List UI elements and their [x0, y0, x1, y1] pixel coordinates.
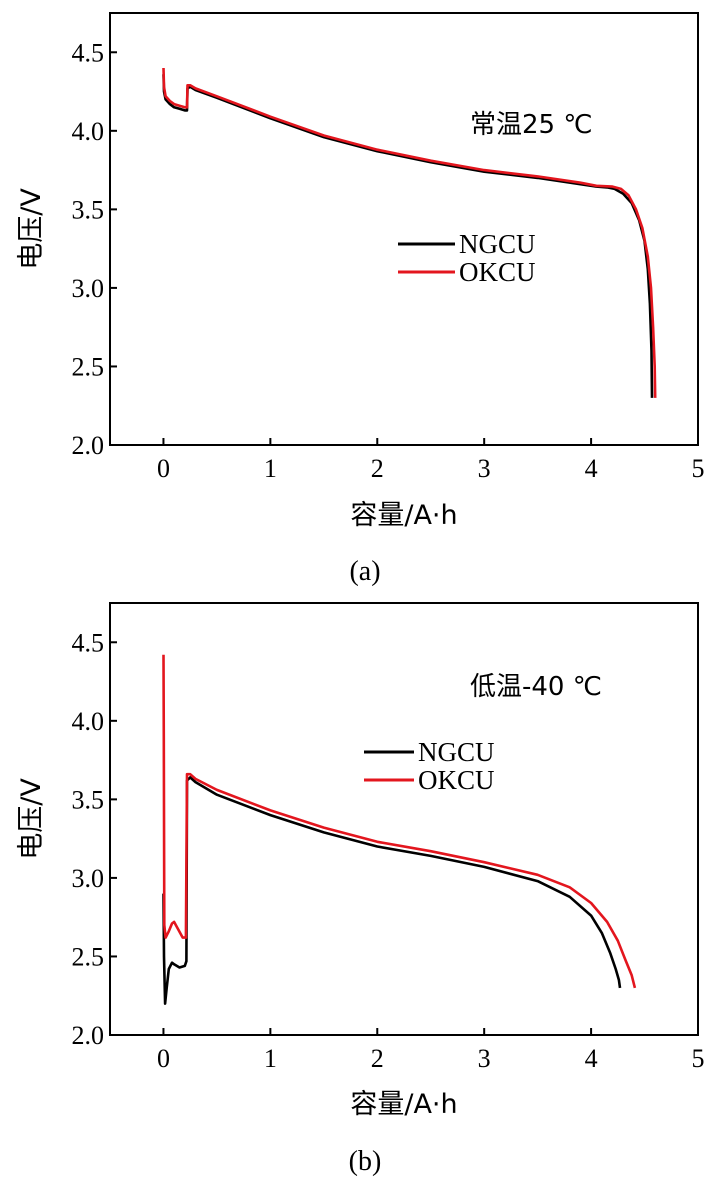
x-tick-label: 0 — [157, 1044, 170, 1073]
x-tick-label: 2 — [371, 1044, 384, 1073]
temperature-annotation: 低温-40 ℃ — [470, 672, 602, 702]
temperature-annotation: 常温25 ℃ — [470, 110, 593, 140]
chart-panel-b: 0 1 2 3 4 5 2.0 2.5 3.0 3.5 4.0 4.5 低温-40 ℃ NGCU OK… — [16, 602, 705, 1177]
panel-label-b: (b) — [349, 1146, 382, 1177]
plot-frame — [109, 602, 699, 1036]
y-tick-label: 4.0 — [72, 707, 105, 736]
y-tick-label: 2.0 — [72, 431, 105, 460]
x-tick-label: 1 — [264, 1044, 277, 1073]
x-tick-label: 4 — [585, 1044, 598, 1073]
legend-label-okcu: OKCU — [459, 257, 536, 287]
y-axis-label: 电压/V — [16, 778, 47, 860]
plot-frame — [109, 12, 699, 446]
y-tick-label: 2.5 — [72, 352, 105, 381]
series-line-okcu — [162, 654, 637, 989]
x-tick-label: 0 — [157, 454, 170, 483]
y-tick-label: 3.0 — [72, 274, 105, 303]
x-tick-label: 4 — [585, 454, 598, 483]
y-tick-label: 4.0 — [72, 117, 105, 146]
x-tick-label: 2 — [371, 454, 384, 483]
x-tick-label: 3 — [478, 454, 491, 483]
legend-label-ngcu: NGCU — [459, 229, 536, 259]
y-tick-label: 2.5 — [72, 942, 105, 971]
x-tick-label: 5 — [692, 1044, 705, 1073]
x-axis-label: 容量/A·h — [350, 1089, 457, 1120]
y-tick-label: 3.5 — [72, 785, 105, 814]
y-tick-label: 4.5 — [72, 628, 105, 657]
y-tick-label: 4.5 — [72, 38, 105, 67]
y-tick-label: 2.0 — [72, 1021, 105, 1050]
series-line-okcu — [162, 67, 657, 398]
y-tick-label: 3.0 — [72, 864, 105, 893]
y-tick-label: 3.5 — [72, 195, 105, 224]
legend-label-okcu: OKCU — [418, 765, 495, 795]
series-line-ngcu — [162, 776, 622, 1005]
panel-label-a: (a) — [349, 556, 380, 587]
x-axis-label: 容量/A·h — [350, 500, 457, 531]
chart-panel-a: 0 1 2 3 4 5 2.0 2.5 3.0 3.5 4.0 4.5 常温25 ℃ NGCU OKC… — [16, 12, 705, 587]
x-tick-label: 5 — [692, 454, 705, 483]
y-axis-label: 电压/V — [16, 188, 47, 270]
legend-label-ngcu: NGCU — [418, 737, 495, 767]
x-tick-label: 1 — [264, 454, 277, 483]
x-tick-label: 3 — [478, 1044, 491, 1073]
